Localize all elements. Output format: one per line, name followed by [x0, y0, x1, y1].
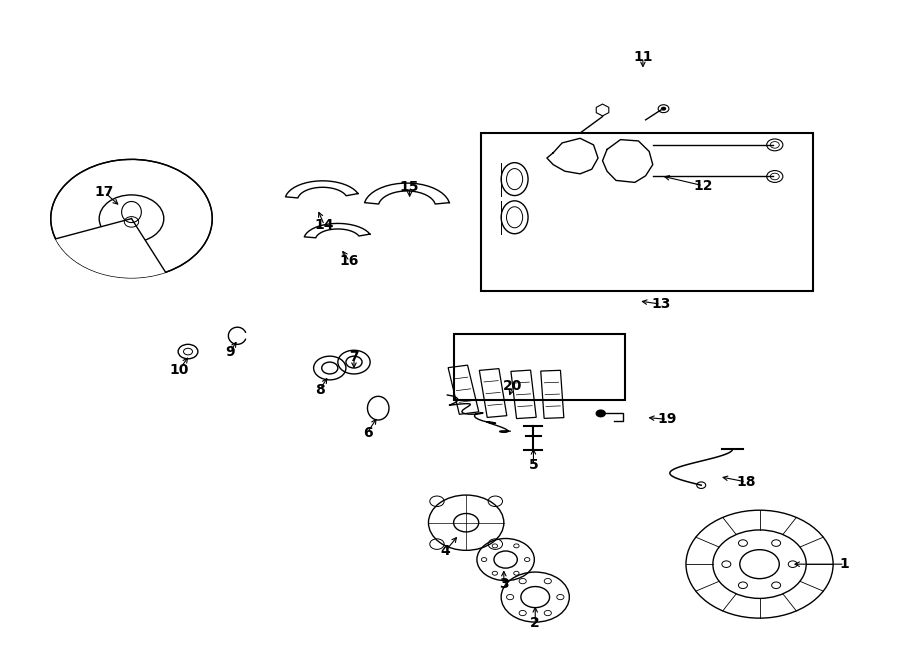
Text: 19: 19: [657, 412, 677, 426]
Text: 2: 2: [530, 617, 540, 631]
Wedge shape: [56, 219, 166, 278]
Text: 18: 18: [736, 475, 756, 489]
Text: 1: 1: [840, 557, 850, 571]
Text: 14: 14: [315, 218, 334, 232]
Text: 16: 16: [340, 254, 359, 268]
Text: 6: 6: [363, 426, 373, 440]
Text: 4: 4: [441, 544, 450, 558]
Bar: [454, 334, 625, 400]
Text: 17: 17: [94, 185, 114, 199]
Text: 10: 10: [169, 363, 189, 377]
Text: 20: 20: [503, 379, 523, 393]
Text: 13: 13: [652, 297, 670, 311]
Text: 5: 5: [528, 459, 538, 473]
Bar: [482, 133, 814, 291]
Circle shape: [661, 106, 666, 110]
Text: 8: 8: [315, 383, 325, 397]
Circle shape: [596, 410, 605, 416]
Text: 7: 7: [349, 350, 359, 364]
Text: 15: 15: [400, 180, 419, 194]
Text: 12: 12: [693, 178, 713, 193]
Text: 9: 9: [225, 344, 235, 358]
Text: 11: 11: [634, 50, 652, 64]
Text: 3: 3: [499, 577, 508, 591]
